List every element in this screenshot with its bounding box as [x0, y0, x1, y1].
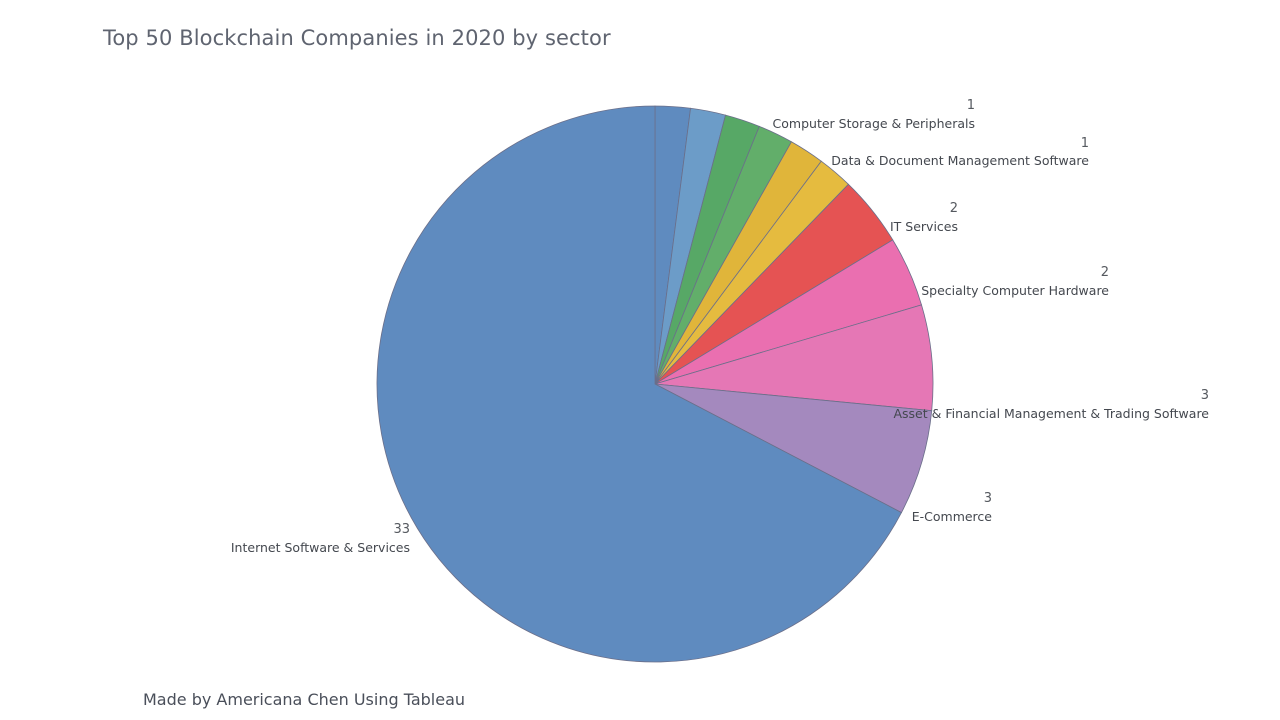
- slice-value-label: 3: [984, 491, 992, 506]
- slice-value-label: 2: [1101, 265, 1109, 280]
- slice-value-label: 1: [1081, 136, 1089, 151]
- chart-title: Top 50 Blockchain Companies in 2020 by s…: [103, 26, 611, 50]
- slice-category-label: IT Services: [890, 219, 958, 234]
- slice-value-label: 1: [967, 98, 975, 113]
- slice-category-label: Computer Storage & Peripherals: [773, 116, 975, 131]
- slice-category-label: Data & Document Management Software: [831, 153, 1089, 168]
- slice-value-label: 3: [1201, 388, 1209, 403]
- footer-credit: Made by Americana Chen Using Tableau: [143, 690, 466, 709]
- pie-slice[interactable]: [376, 105, 903, 663]
- slice-category-label: E-Commerce: [912, 509, 993, 524]
- slice-value-label: 2: [950, 201, 958, 216]
- slice-value-label: 33: [393, 522, 410, 537]
- pie-slices: [376, 105, 934, 663]
- slice-category-label: Internet Software & Services: [231, 540, 410, 555]
- slice-category-label: Specialty Computer Hardware: [921, 283, 1109, 298]
- pie-labels: 1 Computer Storage & Peripherals 1 Data & D…: [231, 98, 1209, 555]
- slice-category-label: Asset & Financial Management & Trading S…: [893, 406, 1209, 421]
